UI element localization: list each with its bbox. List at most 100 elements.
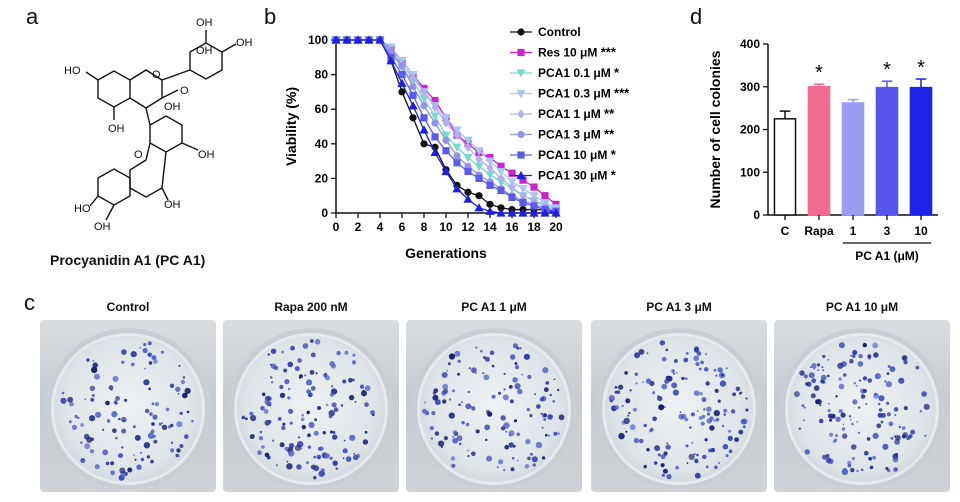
colony	[535, 441, 543, 449]
colony	[430, 437, 433, 440]
colony	[431, 411, 436, 416]
colony	[290, 345, 295, 351]
colony	[516, 346, 520, 350]
colony	[886, 372, 890, 375]
bar	[909, 86, 933, 216]
data-point	[430, 112, 440, 121]
colony	[855, 384, 858, 387]
colony	[176, 421, 183, 428]
colony	[872, 432, 879, 439]
data-point	[441, 114, 451, 123]
colony	[115, 436, 118, 440]
data-point	[409, 91, 417, 99]
colony	[803, 419, 805, 422]
data-point	[497, 186, 505, 195]
colony	[468, 367, 471, 370]
plate-label: PC A1 3 μM	[646, 300, 712, 314]
procyanidin-structure: OH OH HO O O OH OH OH O OH HO OH OH	[64, 17, 253, 233]
colony	[841, 427, 846, 431]
colony	[675, 372, 678, 374]
colony	[843, 373, 847, 377]
colony	[848, 415, 852, 418]
x-tick-label: 6	[399, 220, 406, 234]
colony	[508, 385, 513, 389]
colony	[877, 412, 883, 418]
colony	[250, 415, 257, 422]
colony	[898, 377, 905, 384]
colony	[858, 379, 862, 382]
colony	[105, 400, 110, 406]
data-point	[464, 142, 472, 152]
colony	[706, 406, 712, 412]
colony	[822, 354, 826, 359]
colony	[143, 442, 151, 449]
colony	[448, 353, 456, 360]
colony	[696, 453, 699, 457]
colony	[835, 395, 838, 398]
data-point	[452, 184, 462, 193]
y-tick-label: 0	[753, 208, 760, 222]
colony	[547, 434, 550, 437]
colony	[300, 447, 303, 450]
colony	[332, 460, 338, 466]
colony	[828, 402, 830, 405]
colony	[296, 464, 302, 470]
x-tick-label: 14	[483, 220, 497, 234]
colony	[821, 366, 824, 369]
colony	[923, 403, 930, 410]
colony	[529, 414, 533, 418]
data-point	[342, 35, 352, 44]
legend-significance: ***	[601, 45, 617, 60]
colony	[160, 350, 164, 354]
colony	[500, 415, 506, 421]
data-point	[485, 171, 495, 180]
colony	[536, 404, 541, 409]
colony	[263, 409, 269, 414]
colony	[553, 431, 558, 436]
x-tick-label: 1	[850, 224, 857, 238]
colony	[448, 398, 452, 401]
data-point	[420, 102, 428, 110]
colony	[919, 409, 923, 413]
significance-marker: *	[917, 57, 925, 79]
colony	[147, 341, 152, 346]
colony	[903, 406, 908, 411]
colony	[547, 414, 553, 420]
atom-label: OH	[196, 45, 213, 57]
colony	[432, 394, 439, 401]
data-point	[419, 125, 429, 134]
colony	[302, 343, 309, 349]
colony	[702, 454, 707, 460]
colony	[634, 352, 641, 359]
colony	[672, 372, 675, 375]
data-point	[496, 208, 506, 217]
y-axis-label: Number of cell colonies	[707, 50, 723, 208]
colony	[124, 398, 128, 402]
colony	[872, 455, 876, 460]
colony	[741, 418, 748, 425]
legend-marker	[517, 130, 525, 139]
colony	[498, 459, 504, 465]
data-point	[420, 87, 428, 97]
colony	[118, 453, 123, 459]
colony	[323, 472, 326, 475]
colony	[496, 466, 499, 469]
colony	[151, 422, 155, 426]
colony	[549, 393, 552, 397]
colony	[690, 412, 695, 417]
colony	[461, 401, 464, 404]
colony	[838, 377, 842, 381]
colony	[813, 385, 820, 391]
colony	[261, 445, 265, 449]
colony	[714, 465, 718, 469]
colony	[728, 449, 733, 454]
colony	[671, 382, 678, 389]
colony	[307, 433, 311, 438]
colony	[678, 413, 685, 420]
colony	[801, 404, 805, 407]
colony	[60, 397, 67, 404]
colony	[167, 425, 172, 429]
colony	[284, 379, 290, 385]
data-point	[529, 192, 539, 201]
data-point	[464, 188, 472, 196]
